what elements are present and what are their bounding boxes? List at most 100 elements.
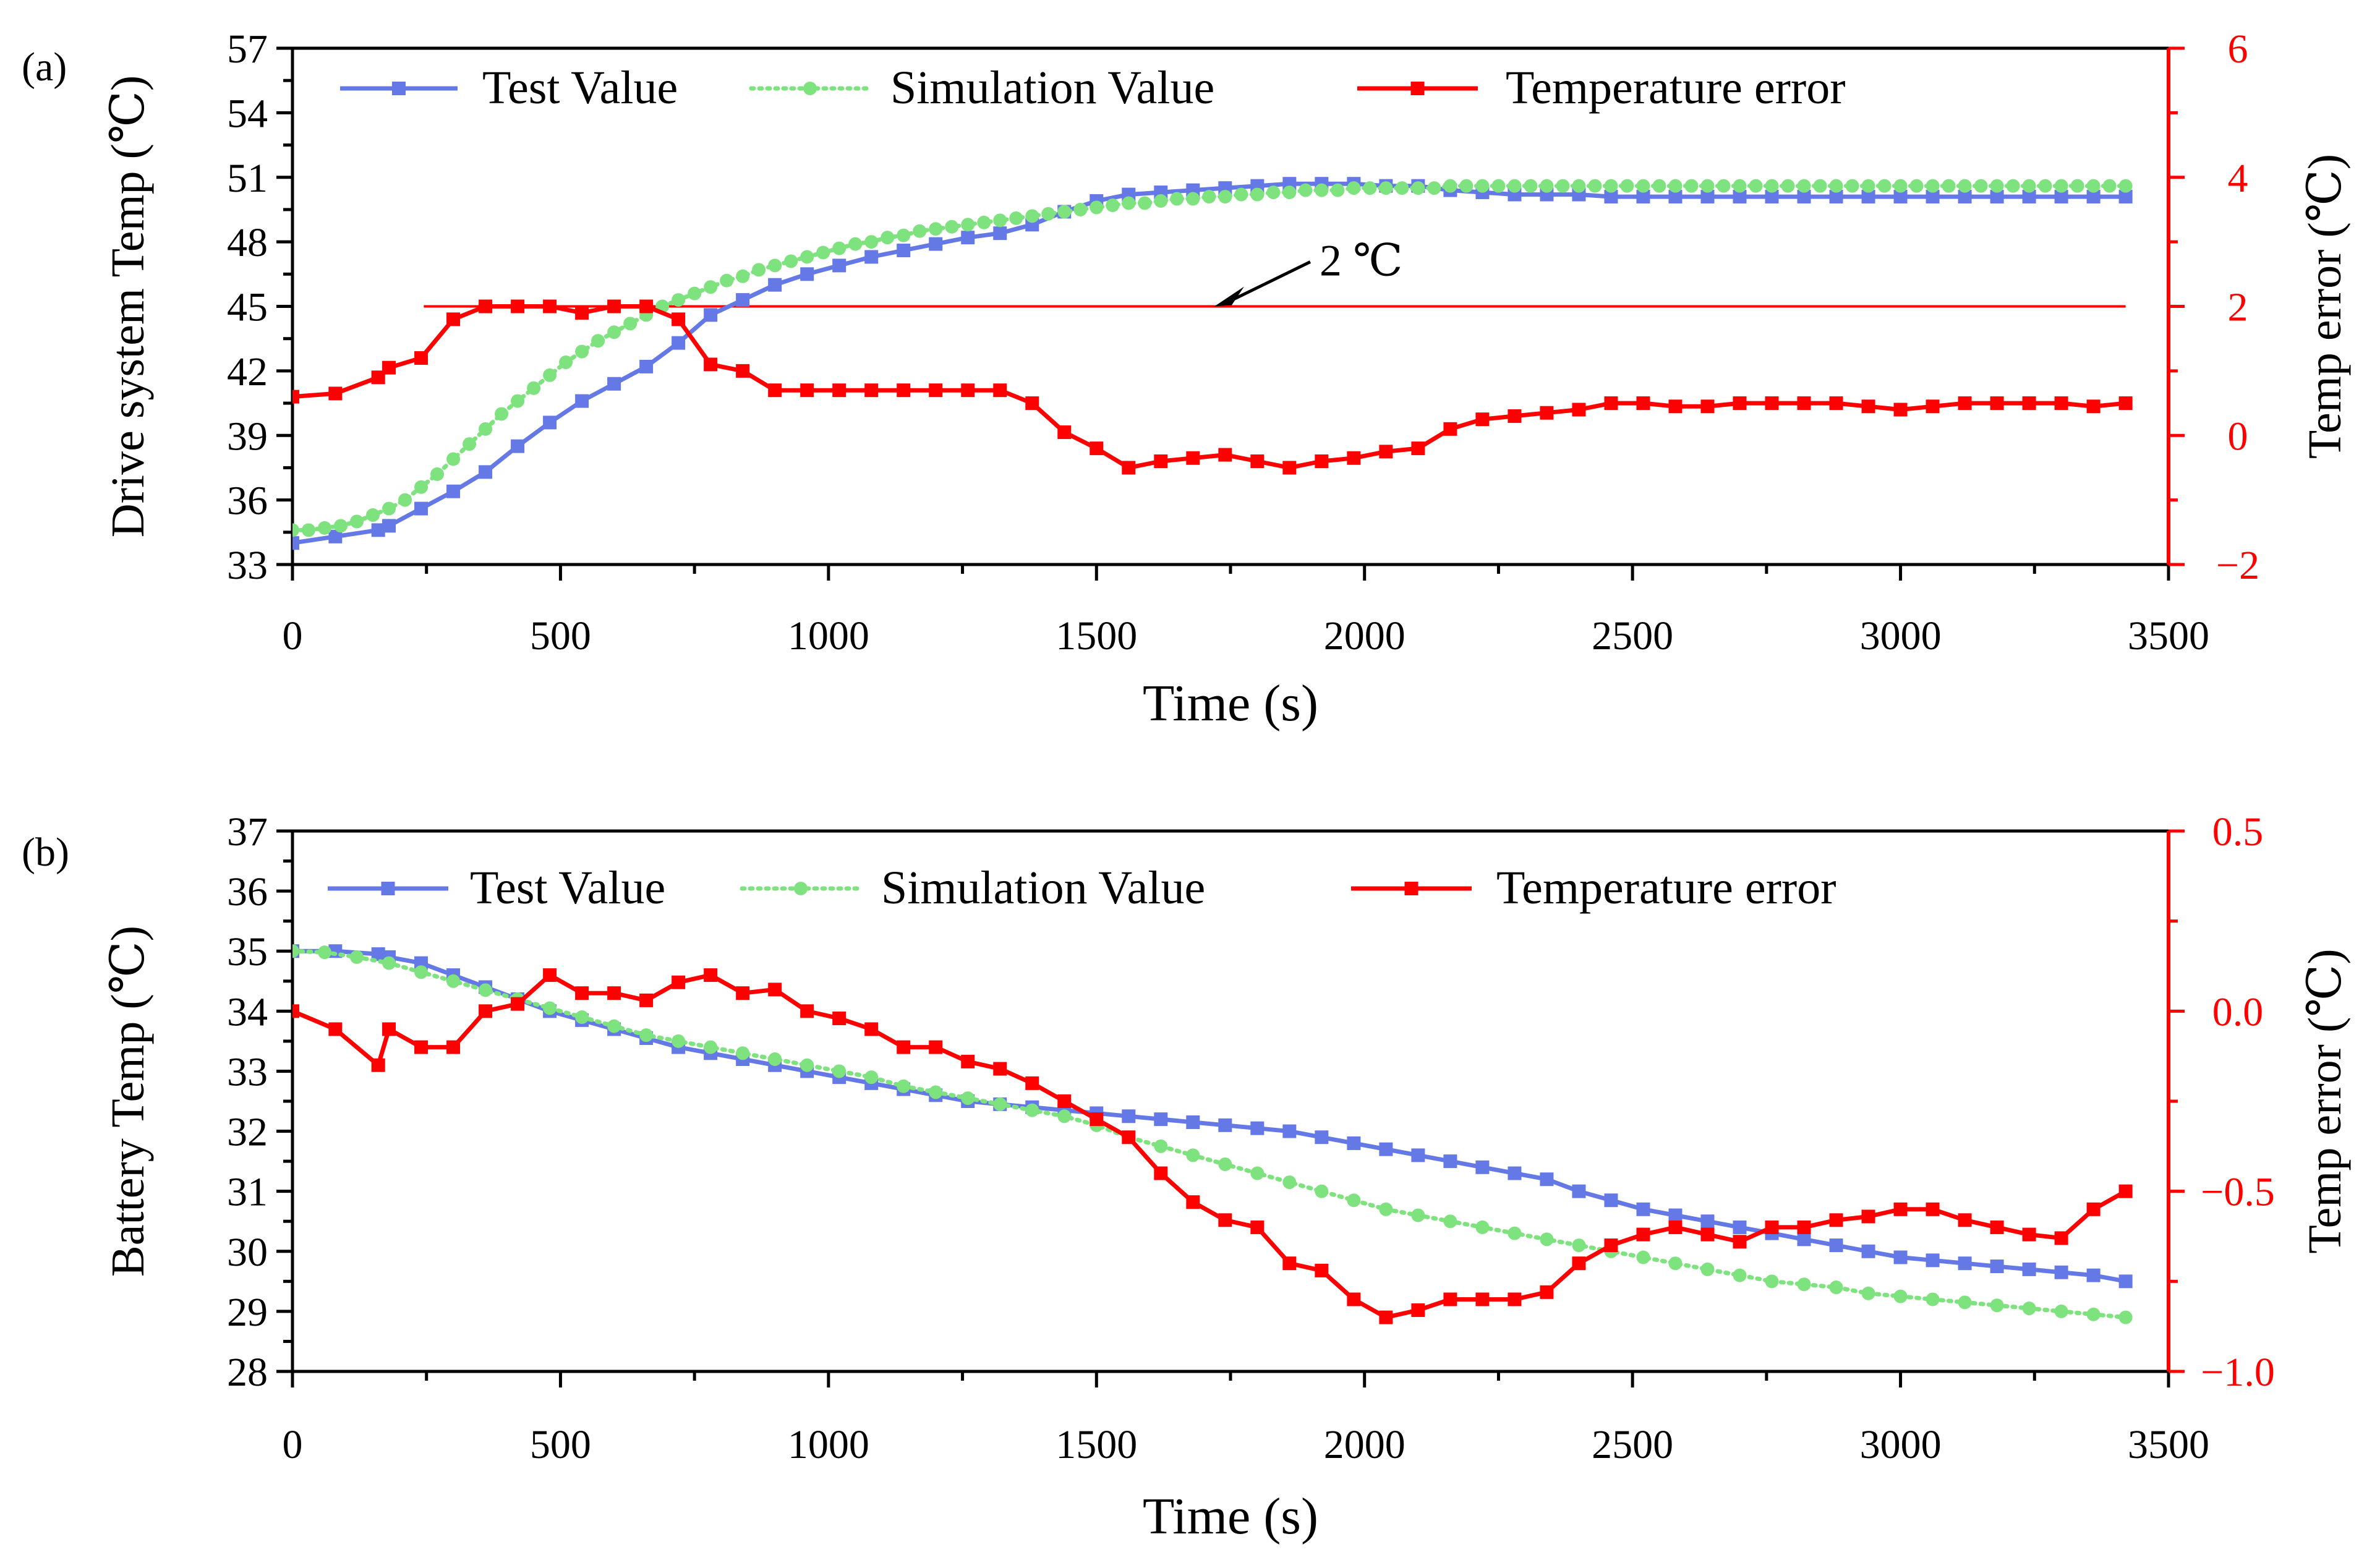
data-point [993,1062,1007,1076]
data-point [897,1079,911,1093]
data-point [1282,1175,1297,1190]
data-point [1299,183,1313,197]
data-point [479,299,493,313]
data-point [961,1054,975,1068]
data-point [607,325,621,339]
data-point [1122,1109,1136,1123]
data-point [1218,190,1232,204]
data-point [1250,1166,1265,1180]
data-point [1443,1154,1457,1169]
data-point [1926,179,1940,193]
data-point [1556,179,1570,193]
data-point [1733,1268,1747,1282]
data-point [1459,179,1474,193]
data-point [1282,1256,1297,1271]
data-point [639,1028,654,1042]
data-point [1122,461,1136,475]
legend-marker [1410,82,1425,95]
data-point [1508,179,1522,193]
data-point [1057,1094,1072,1108]
data-point [543,368,557,382]
data-point [1443,422,1457,436]
data-point [1475,1220,1490,1234]
data-point [1540,406,1554,420]
data-point [2118,1310,2133,1324]
data-point [1186,1148,1200,1162]
data-point [768,383,782,398]
data-point [897,1040,911,1054]
data-point [800,1004,814,1018]
data-point [1475,412,1490,427]
data-point [1508,1292,1522,1306]
series-simulation-value [292,944,2133,1324]
data-point [1315,1263,1329,1277]
data-point [511,439,525,453]
data-point [1379,1310,1393,1324]
data-point [1813,179,1827,193]
data-point [800,383,814,398]
y-right-axis-title: Temp error (℃) [2299,154,2351,459]
x-tick-label: 3500 [2128,613,2209,659]
data-point [1684,179,1699,193]
data-point [414,351,429,365]
legend-marker [794,882,808,895]
data-point [1395,181,1409,195]
series-temperature-error [292,299,2133,475]
data-point [1668,399,1683,414]
data-point [800,1058,814,1072]
data-point [1347,1292,1361,1306]
data-point [704,357,718,372]
data-point [1363,181,1377,195]
data-point [2086,399,2101,414]
data-point [1411,1303,1425,1317]
data-point [1829,1238,1843,1253]
data-point [334,519,348,533]
data-point [704,280,718,294]
data-point [495,407,509,421]
data-point [1170,192,1184,206]
data-point [993,383,1007,398]
data-point [736,986,750,1000]
data-point [2054,1304,2068,1318]
data-point [1411,1208,1425,1222]
data-point [672,336,686,350]
data-point [2054,1265,2068,1279]
data-point [1909,179,1924,193]
y-right-tick-label: −1.0 [2201,1350,2275,1395]
series-line [292,948,2126,1284]
x-tick-label: 500 [530,1422,591,1467]
series-line [292,948,2128,1320]
data-point [1700,1262,1715,1276]
data-point [2054,190,2068,204]
data-point [1668,1208,1683,1222]
data-point [1990,1260,2004,1274]
data-point [2054,1231,2068,1245]
data-point [2038,179,2052,193]
data-point [1572,1184,1586,1198]
data-point [511,997,525,1011]
data-point [672,293,686,307]
data-point [479,1004,493,1018]
data-point [2022,179,2036,193]
data-point [1347,1136,1361,1150]
data-point [1636,1250,1650,1264]
data-point [318,521,332,535]
data-point [929,1040,943,1054]
data-point [575,394,589,408]
y-right-tick-label: 0 [2228,414,2248,459]
data-point [1218,1118,1232,1132]
data-point [1877,179,1892,193]
data-point [382,1022,396,1036]
data-point [1443,1214,1457,1229]
y-tick-label: 36 [227,869,268,914]
data-point [1138,196,1152,210]
data-point [543,968,557,982]
data-point [1893,1202,1908,1216]
data-point [1588,179,1602,193]
data-point [302,523,316,537]
data-point [704,1040,718,1054]
data-point [864,1022,879,1036]
data-point [1733,1235,1747,1249]
data-point [1990,1298,2004,1313]
data-point [446,452,461,466]
